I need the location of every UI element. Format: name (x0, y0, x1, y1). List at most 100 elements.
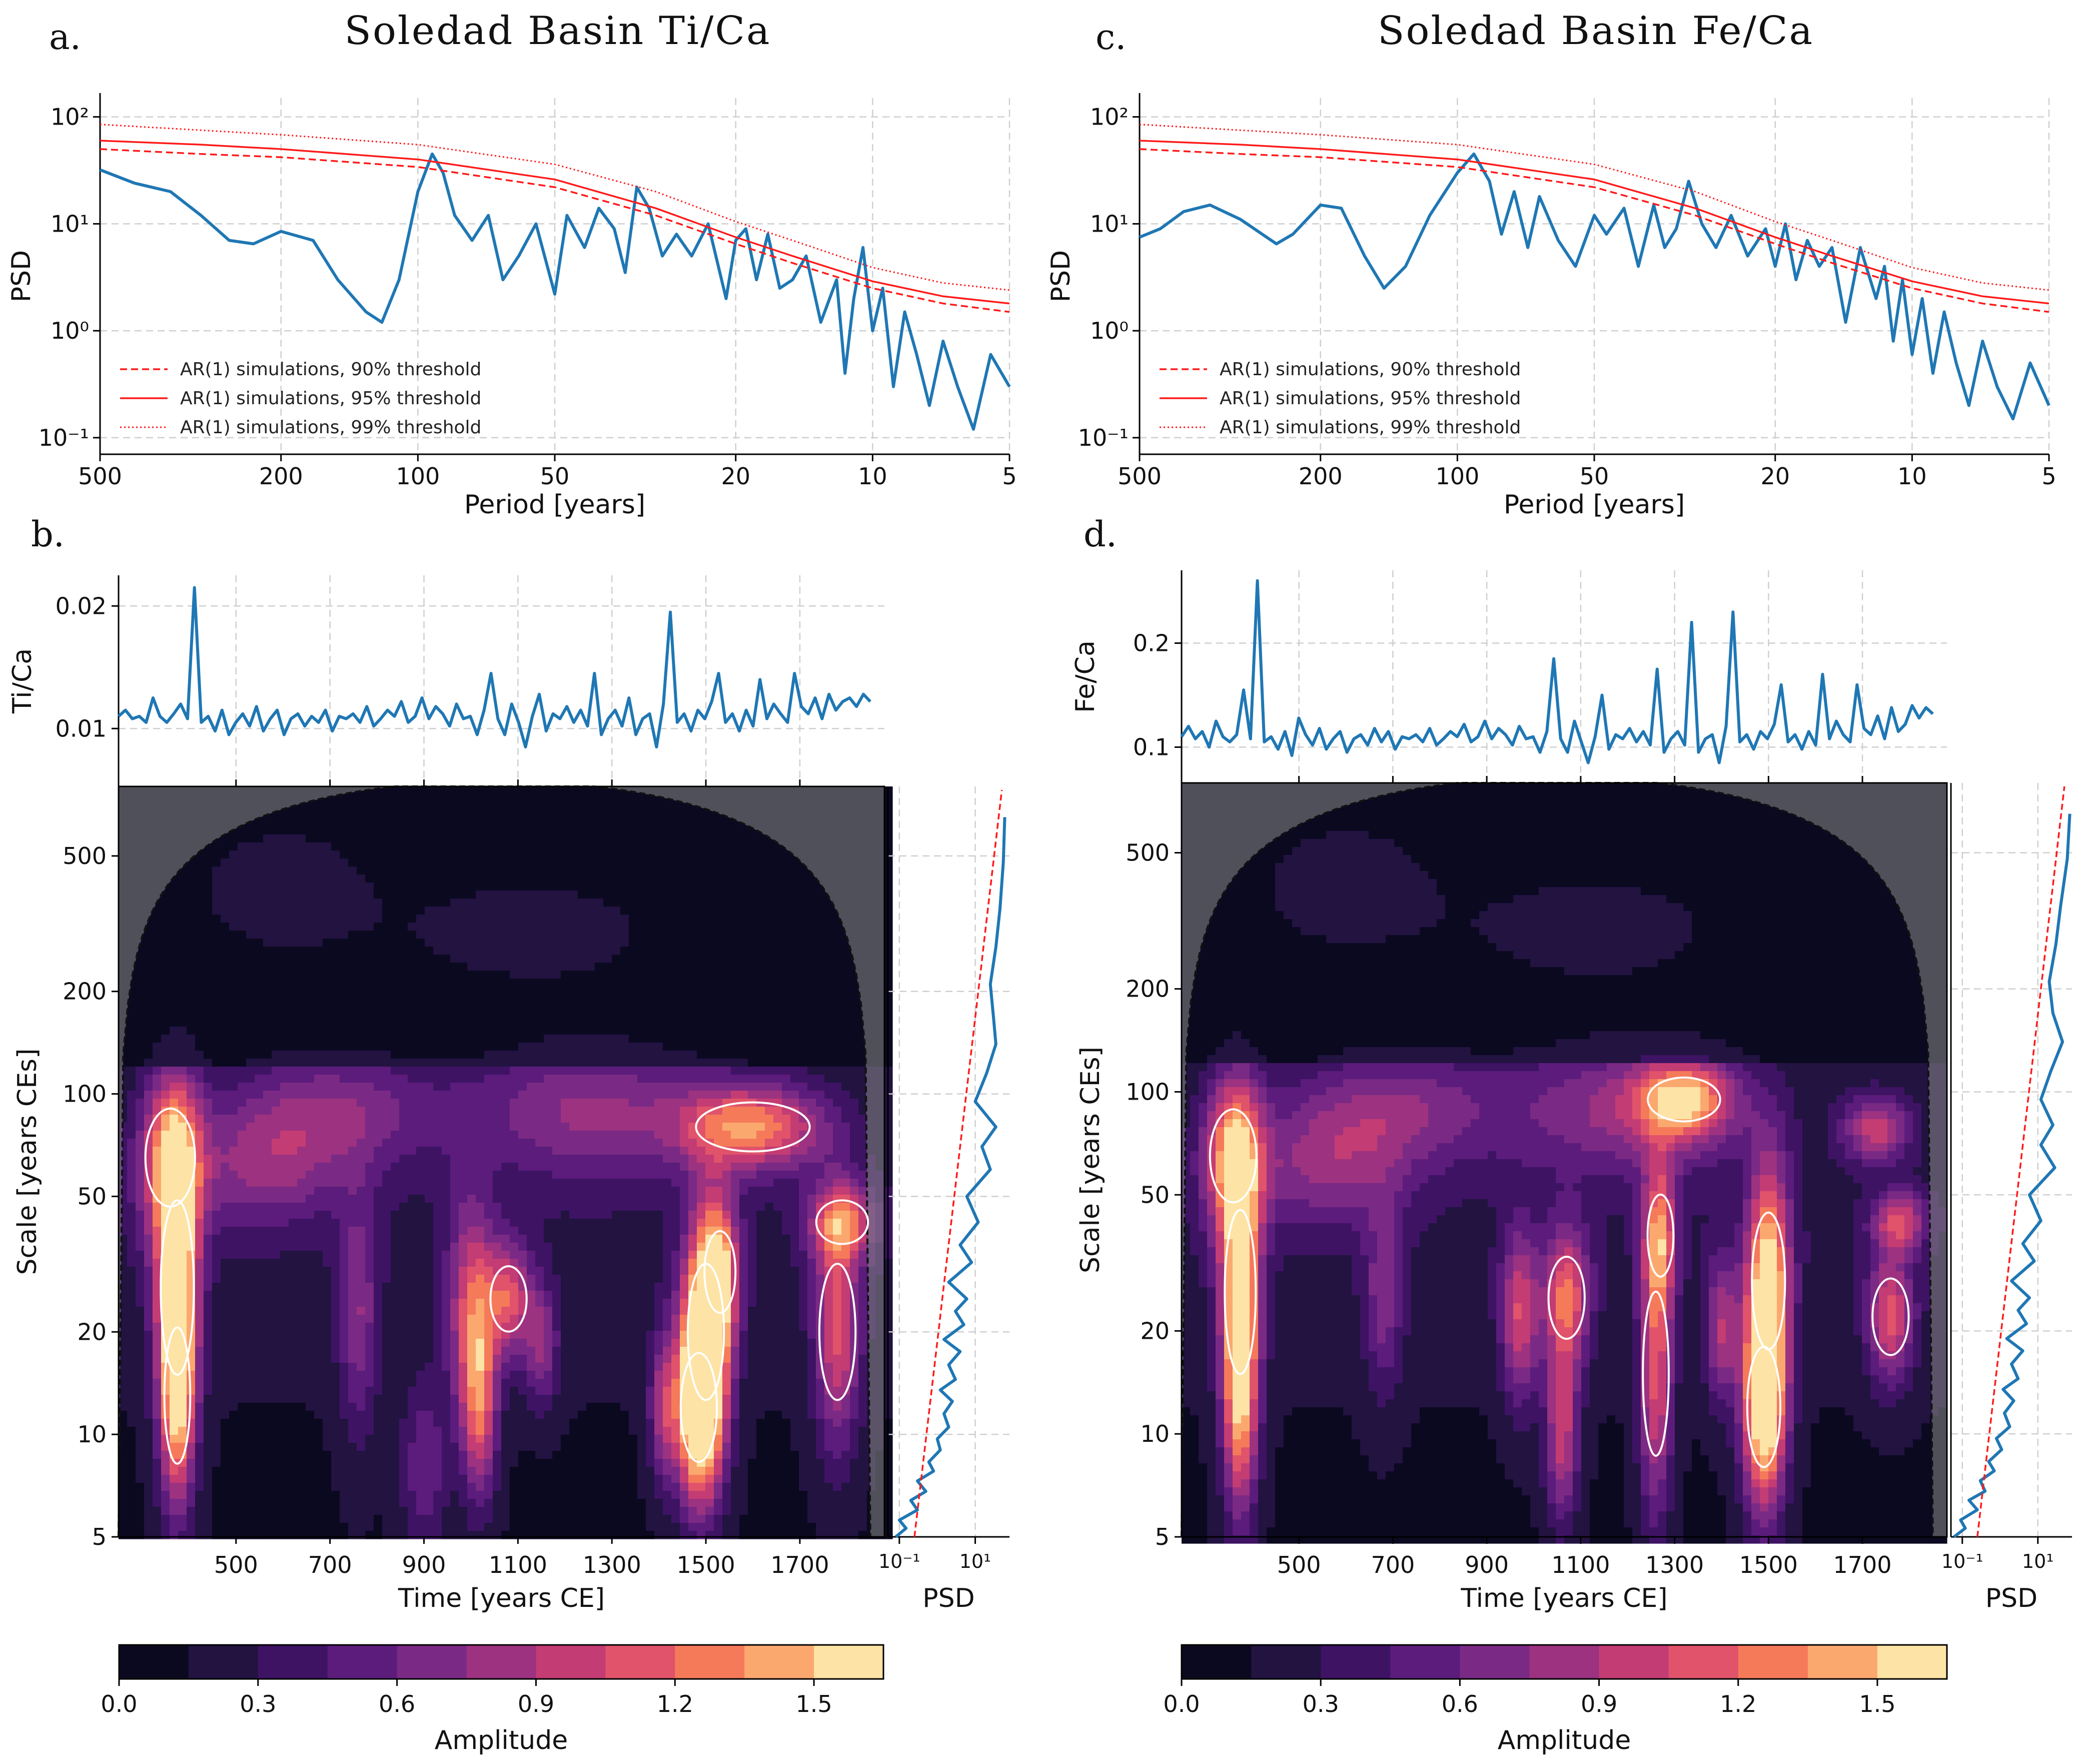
wavelet-cell (756, 891, 765, 899)
wavelet-cell (442, 931, 451, 939)
wavelet-cell (816, 1059, 825, 1067)
wavelet-cell (340, 1027, 349, 1035)
wavelet-cell (323, 931, 332, 939)
wavelet-cell (399, 1163, 408, 1171)
wavelet-cell (544, 1115, 553, 1123)
wavelet-cell (603, 1123, 612, 1131)
wavelet-cell (450, 947, 459, 955)
wavelet-cell (816, 1003, 825, 1011)
wavelet-cell (663, 866, 672, 875)
wavelet-cell (357, 987, 366, 995)
wavelet-cell (408, 1075, 417, 1083)
wavelet-cell (603, 826, 612, 835)
wavelet-cell (671, 1187, 680, 1195)
wavelet-cell (442, 1163, 451, 1171)
wavelet-cell (518, 923, 527, 931)
wavelet-cell (467, 1075, 476, 1083)
wavelet-cell (612, 923, 621, 931)
wavelet-cell (425, 802, 434, 811)
wavelet-cell (442, 883, 451, 891)
wavelet-cell (204, 850, 213, 859)
wavelet-cell (459, 915, 468, 923)
wavelet-cell (187, 1211, 196, 1219)
wavelet-cell (535, 786, 544, 795)
wavelet-cell (535, 1067, 544, 1075)
wavelet-cell (569, 818, 578, 827)
wavelet-cell (357, 1147, 366, 1155)
wavelet-cell (476, 1155, 485, 1163)
wavelet-cell (467, 963, 476, 971)
wavelet-cell (204, 1211, 213, 1219)
wavelet-cell (637, 1059, 646, 1067)
wavelet-cell (425, 1011, 434, 1019)
wavelet-cell (493, 874, 502, 883)
wavelet-cell (561, 866, 570, 875)
wavelet-cell (501, 826, 510, 835)
wavelet-cell (807, 907, 816, 915)
wavelet-cell (748, 1051, 757, 1059)
wavelet-cell (161, 1019, 170, 1027)
wavelet-cell (365, 923, 374, 931)
wavelet-cell (527, 834, 536, 843)
wavelet-cell (688, 1075, 697, 1083)
wavelet-cell (535, 1027, 544, 1035)
x-tick-label: 20 (1760, 463, 1790, 490)
wavelet-cell (323, 1043, 332, 1051)
wavelet-cell (671, 899, 680, 907)
wavelet-cell (272, 826, 281, 835)
wavelet-cell (841, 1139, 850, 1147)
wavelet-cell (263, 1019, 272, 1027)
wavelet-cell (170, 1091, 179, 1099)
wavelet-cell (297, 850, 306, 859)
wavelet-cell (858, 1155, 867, 1163)
wavelet-cell (442, 1179, 451, 1187)
wavelet-cell (450, 1091, 459, 1099)
wavelet-cell (654, 1107, 663, 1115)
wavelet-cell (663, 858, 672, 867)
wavelet-cell (654, 1083, 663, 1091)
wavelet-cell (603, 794, 612, 803)
wavelet-cell (714, 1059, 723, 1067)
wavelet-cell (306, 850, 315, 859)
wavelet-cell (790, 931, 799, 939)
wavelet-cell (306, 931, 315, 939)
wavelet-cell (569, 987, 578, 995)
wavelet-cell (561, 971, 570, 979)
wavelet-cell (144, 1195, 153, 1203)
wavelet-cell (306, 1187, 315, 1195)
wavelet-cell (340, 979, 349, 987)
wavelet-cell (195, 866, 204, 875)
wavelet-cell (289, 850, 298, 859)
wavelet-cell (731, 1195, 740, 1203)
wavelet-cell (527, 1179, 536, 1187)
wavelet-cell (552, 1099, 561, 1107)
wavelet-cell (705, 947, 714, 955)
wavelet-cell (221, 1139, 230, 1147)
wavelet-cell (705, 810, 714, 819)
wavelet-cell (620, 1163, 629, 1171)
wavelet-cell (671, 1195, 680, 1203)
wavelet-cell (671, 947, 680, 955)
wavelet-cell (654, 802, 663, 811)
wavelet-cell (484, 1059, 493, 1067)
wavelet-cell (229, 915, 238, 923)
wavelet-cell (612, 794, 621, 803)
wavelet-cell (442, 1171, 451, 1179)
wavelet-cell (399, 1123, 408, 1131)
wavelet-cell (493, 979, 502, 987)
wavelet-cell (620, 1027, 629, 1035)
wavelet-cell (408, 1155, 417, 1163)
wavelet-cell (620, 987, 629, 995)
wavelet-cell (697, 1155, 706, 1163)
wavelet-cell (595, 1123, 604, 1131)
wavelet-cell (637, 931, 646, 939)
wavelet-cell (782, 915, 791, 923)
wavelet-cell (663, 1059, 672, 1067)
wavelet-cell (340, 842, 349, 851)
wavelet-cell (833, 1083, 842, 1091)
wavelet-cell (493, 1003, 502, 1011)
wavelet-cell (374, 850, 383, 859)
wavelet-cell (255, 899, 264, 907)
wavelet-cell (790, 963, 799, 971)
wavelet-cell (841, 963, 850, 971)
